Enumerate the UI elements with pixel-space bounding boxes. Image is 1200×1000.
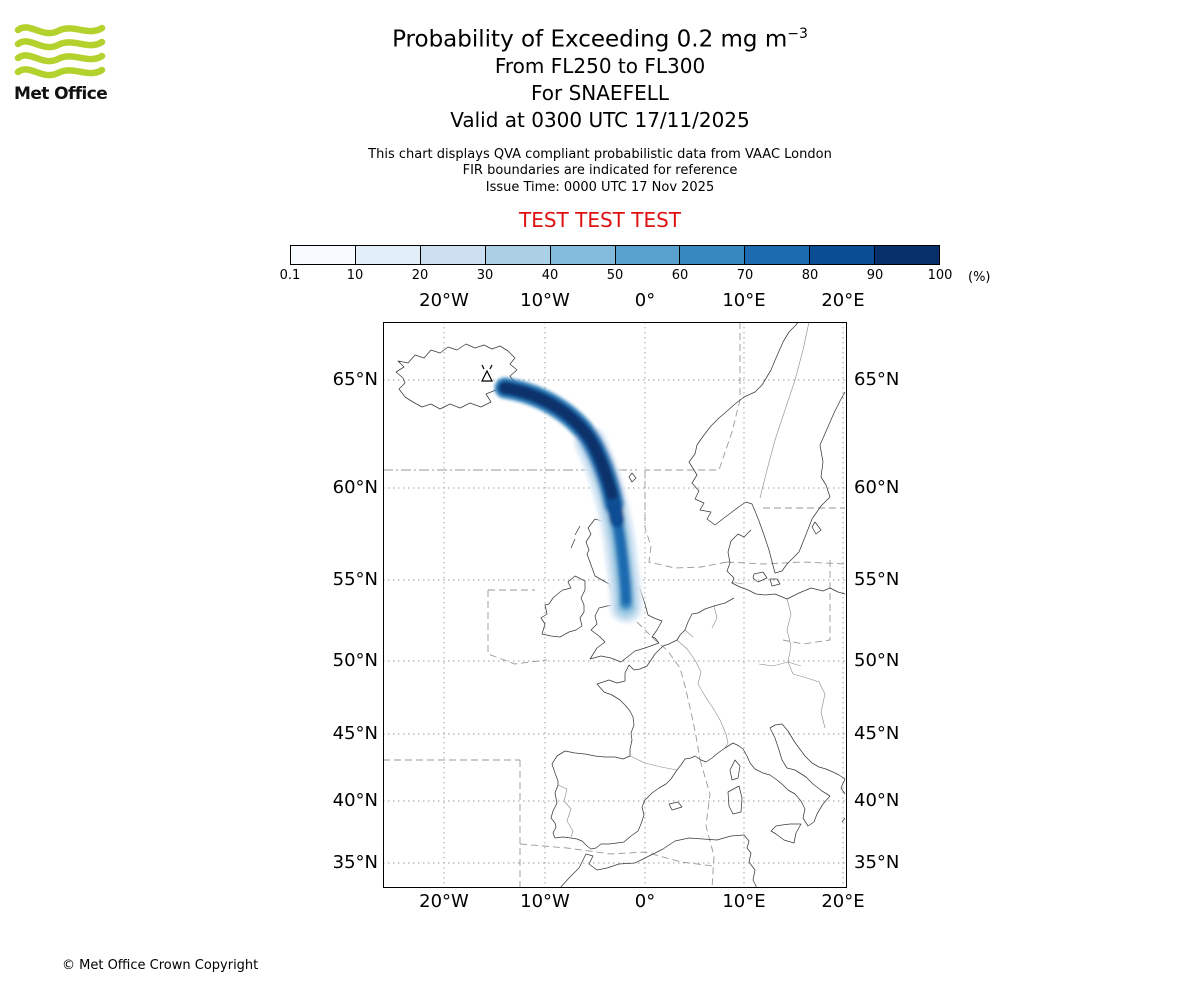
colorbar-tick-label: 100 [927,268,953,283]
lon-axis-label: 0° [634,290,656,311]
lon-axis-label: 10°W [520,290,570,311]
ash-plume [494,377,643,624]
lat-axis-label: 35°N [332,852,378,873]
note-line-2: FIR boundaries are indicated for referen… [462,163,738,179]
lon-axis-label: 10°W [520,891,570,912]
colorbar-tick-label: 60 [671,268,689,283]
chart-notes: This chart displays QVA compliant probab… [0,147,1200,197]
lat-axis-label: 55°N [854,569,900,590]
probability-colorbar: 0.1 10 20 30 40 50 60 70 80 90 100 (%) [280,245,1020,285]
note-line-1: This chart displays QVA compliant probab… [368,146,832,162]
lon-axis-label: 20°W [419,891,469,912]
colorbar-tick-label: 70 [736,268,754,283]
colorbar-segment [484,246,550,264]
subtitle-flight-levels: From FL250 to FL300 [494,53,706,78]
met-office-logo: Met Office [14,20,118,104]
lon-axis-label: 20°E [821,290,865,311]
lat-axis-label: 65°N [854,369,900,390]
colorbar-unit-label: (%) [968,270,991,285]
title-block: Probability of Exceeding 0.2 mg m−3 From… [0,26,1200,232]
colorbar-tick-label: 80 [801,268,819,283]
logo-text: Met Office [14,84,108,104]
colorbar-segment [291,246,355,264]
country-borders [557,322,826,838]
colorbar-segment [614,246,680,264]
lat-axis-label: 60°N [854,477,900,498]
lat-axis-label: 50°N [332,650,378,671]
colorbar-tick-label: 50 [606,268,624,283]
lat-axis-label: 45°N [332,723,378,744]
colorbar-segment [354,246,420,264]
colorbar-tick-label: 0.1 [279,268,301,283]
copyright-notice: © Met Office Crown Copyright [62,958,259,973]
colorbar-tick-label: 10 [346,268,364,283]
test-banner: TEST TEST TEST [518,208,681,233]
title-exponent: −3 [787,26,808,42]
lat-axis-label: 45°N [854,723,900,744]
logo-waves-icon [14,24,106,79]
lon-axis-label: 20°E [821,891,865,912]
lat-axis-label: 65°N [332,369,378,390]
lat-axis-label: 60°N [332,477,378,498]
title-text: Probability of Exceeding 0.2 mg m [392,26,788,53]
lat-axis-label: 35°N [854,852,900,873]
colorbar-tick-label: 90 [866,268,884,283]
colorbar-segments [290,245,940,265]
colorbar-tick-label: 20 [411,268,429,283]
lat-axis-label: 55°N [332,569,378,590]
map-frame [383,322,847,888]
colorbar-segment [809,246,875,264]
lon-axis-label: 10°E [722,891,766,912]
lon-axis-label: 10°E [722,290,766,311]
map-canvas [383,322,847,888]
subtitle-volcano: For SNAEFELL [530,80,669,105]
page-title: Probability of Exceeding 0.2 mg m−3 [0,26,1200,53]
colorbar-segment [419,246,485,264]
note-line-3: Issue Time: 0000 UTC 17 Nov 2025 [485,179,715,195]
colorbar-segment [744,246,810,264]
colorbar-ticks: 0.1 10 20 30 40 50 60 70 80 90 100 [280,268,1020,284]
lat-axis-label: 40°N [332,790,378,811]
colorbar-tick-label: 40 [541,268,559,283]
volcano-marker-icon [481,364,493,382]
colorbar-segment [874,246,940,264]
lon-axis-label: 0° [634,891,656,912]
lat-axis-label: 40°N [854,790,900,811]
colorbar-tick-label: 30 [476,268,494,283]
colorbar-segment [679,246,745,264]
lon-axis-label: 20°W [419,290,469,311]
lat-axis-label: 50°N [854,650,900,671]
colorbar-segment [549,246,615,264]
subtitle-valid-time: Valid at 0300 UTC 17/11/2025 [450,107,750,132]
